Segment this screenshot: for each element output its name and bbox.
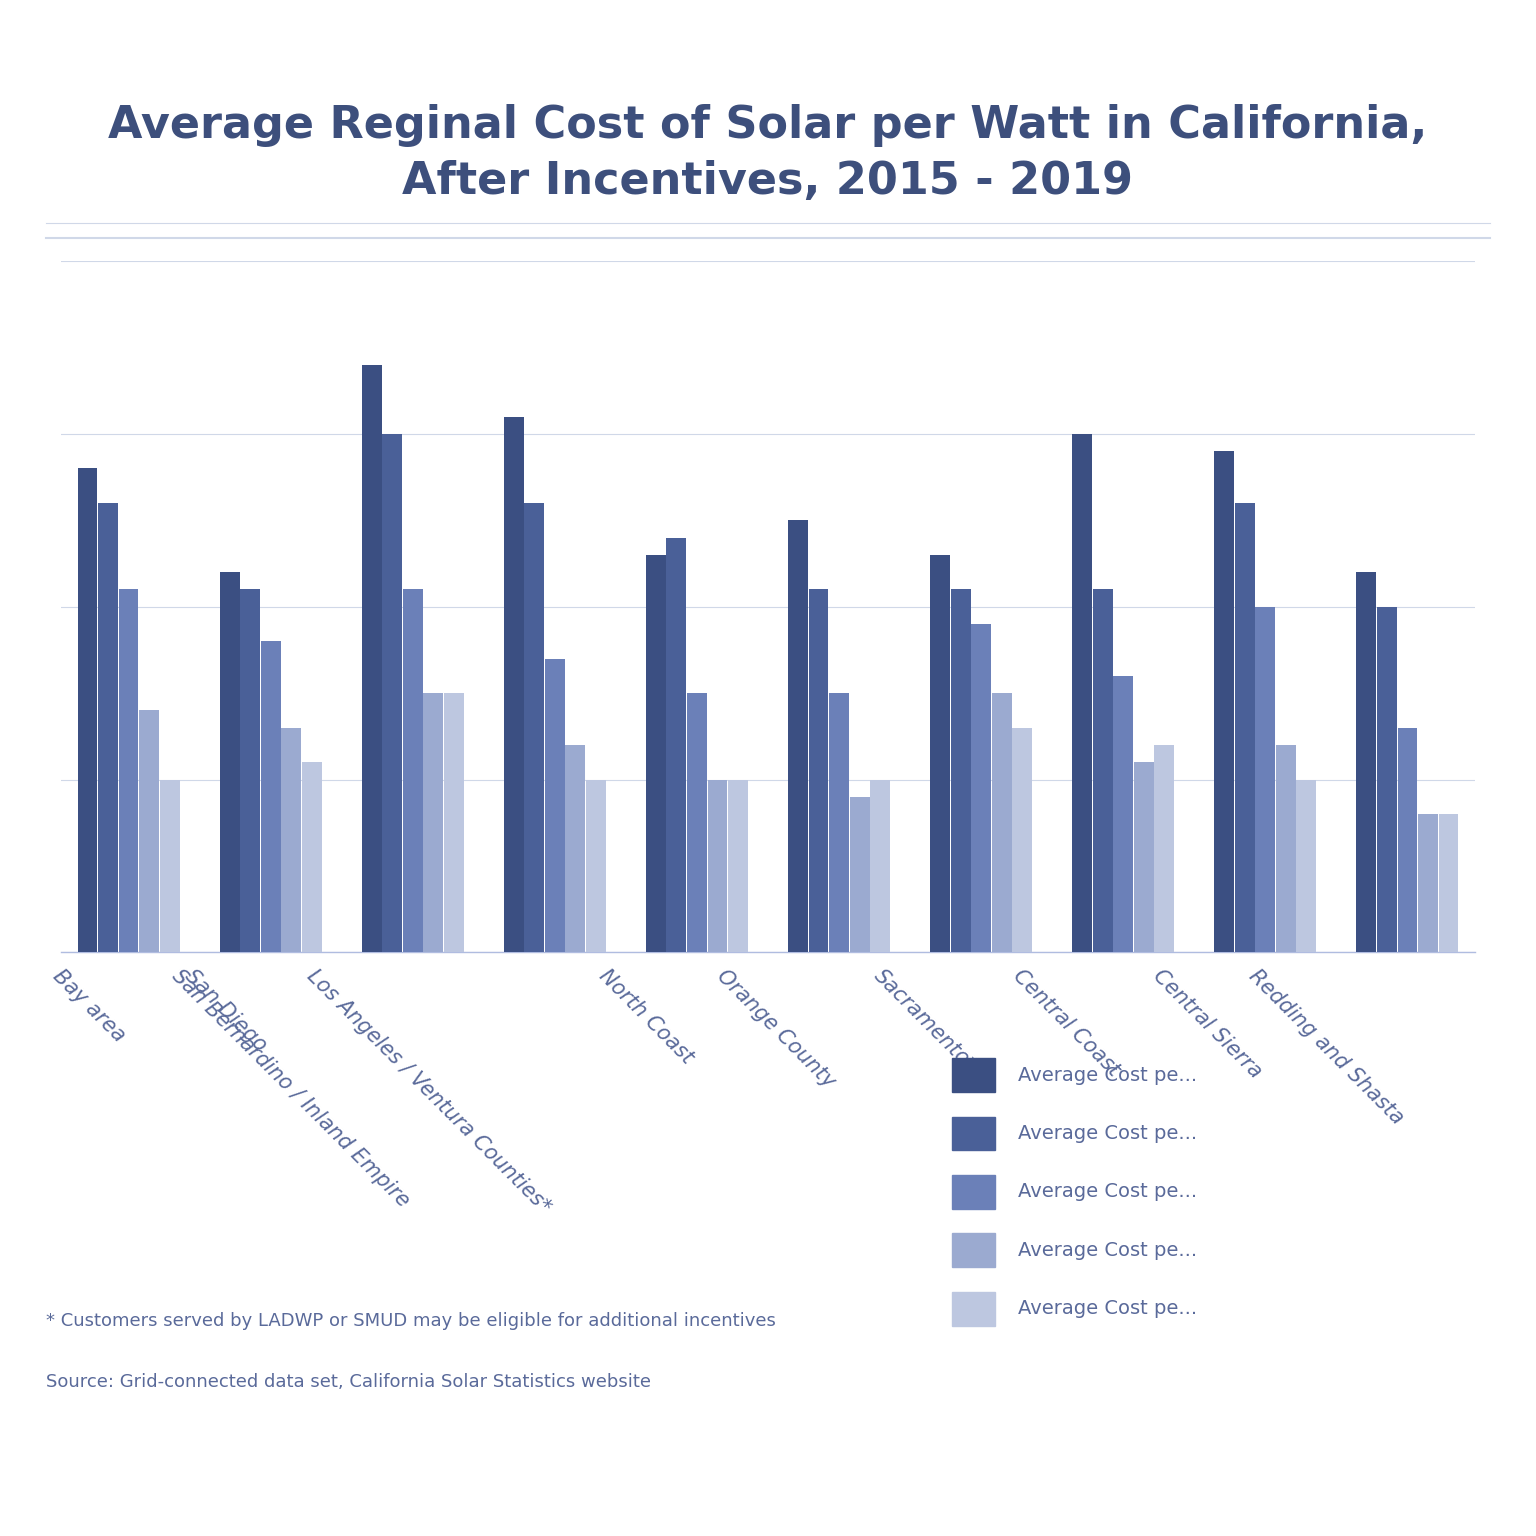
Bar (1255, 607, 1275, 1536)
Bar (98, 504, 118, 1536)
Bar (402, 590, 422, 1536)
Bar (1356, 571, 1376, 1536)
Bar (1155, 745, 1174, 1536)
Bar (504, 416, 524, 1536)
Bar (1376, 607, 1396, 1536)
Bar (708, 779, 728, 1536)
Text: Average Cost pe...: Average Cost pe... (1018, 1124, 1198, 1143)
Bar (829, 693, 849, 1536)
Bar (1092, 590, 1112, 1536)
Bar (808, 590, 828, 1536)
Text: Average Cost pe...: Average Cost pe... (1018, 1299, 1198, 1318)
Bar (565, 745, 585, 1536)
Text: Source: Grid-connected data set, California Solar Statistics website: Source: Grid-connected data set, Califor… (46, 1373, 651, 1392)
Bar (1276, 745, 1296, 1536)
Bar (140, 710, 160, 1536)
Bar (971, 624, 991, 1536)
Bar (382, 435, 402, 1536)
Bar (444, 693, 464, 1536)
Bar (362, 364, 381, 1536)
Text: * Customers served by LADWP or SMUD may be eligible for additional incentives: * Customers served by LADWP or SMUD may … (46, 1312, 776, 1330)
Bar (931, 554, 951, 1536)
Bar (585, 779, 605, 1536)
Bar (667, 538, 687, 1536)
Bar (951, 590, 971, 1536)
Bar (524, 504, 544, 1536)
Text: Average Reginal Cost of Solar per Watt in California,
After Incentives, 2015 - 2: Average Reginal Cost of Solar per Watt i… (109, 104, 1427, 203)
Text: Average Cost pe...: Average Cost pe... (1018, 1066, 1198, 1084)
Bar (1296, 779, 1316, 1536)
Bar (788, 521, 808, 1536)
Bar (301, 762, 321, 1536)
Bar (647, 554, 665, 1536)
Bar (160, 779, 180, 1536)
Bar (728, 779, 748, 1536)
Bar (240, 590, 260, 1536)
Bar (871, 779, 889, 1536)
Bar (1418, 814, 1438, 1536)
Bar (261, 641, 281, 1536)
Bar (220, 571, 240, 1536)
Bar (687, 693, 707, 1536)
Bar (1439, 814, 1459, 1536)
Bar (77, 468, 97, 1536)
Bar (1072, 435, 1092, 1536)
Bar (992, 693, 1012, 1536)
Bar (1012, 728, 1032, 1536)
Bar (424, 693, 444, 1536)
Bar (1215, 452, 1235, 1536)
Bar (1235, 504, 1255, 1536)
Bar (1134, 762, 1154, 1536)
Text: Average Cost pe...: Average Cost pe... (1018, 1183, 1198, 1201)
Bar (849, 797, 869, 1536)
Bar (1114, 676, 1134, 1536)
Bar (1398, 728, 1418, 1536)
Bar (118, 590, 138, 1536)
Bar (545, 659, 565, 1536)
Text: Average Cost pe...: Average Cost pe... (1018, 1241, 1198, 1260)
Bar (281, 728, 301, 1536)
